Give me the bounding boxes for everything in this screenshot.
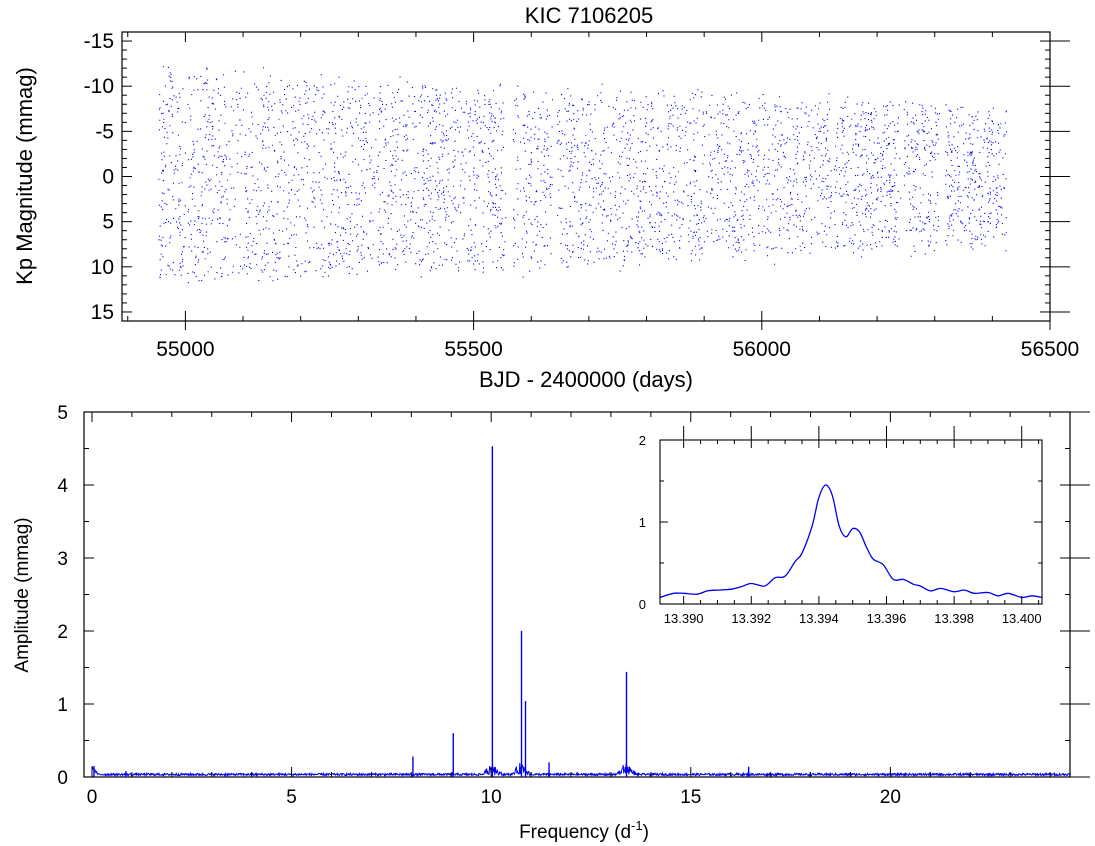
spectrum-x-tick-label: 10 xyxy=(481,787,502,808)
light-curve-panel: KIC 7106205 55000 55500 56000 56500 -15-10-… xyxy=(12,3,1079,392)
inset-x-tick-label: 13.396 xyxy=(867,611,907,626)
light-curve-x-tick-label: 56000 xyxy=(733,338,791,361)
light-curve-title: KIC 7106205 xyxy=(525,3,653,28)
inset-y-tick-label: 2 xyxy=(639,433,646,448)
spectrum-x-tick-label: 20 xyxy=(880,787,901,808)
light-curve-y-label: Kp Magnitude (mmag) xyxy=(12,67,37,285)
spectrum-y-tick-label: 3 xyxy=(57,549,68,570)
spectrum-x-tick-label: 0 xyxy=(87,787,98,808)
light-curve-y-tick-label: -15 xyxy=(84,30,114,53)
spectrum-x-tick-label: 15 xyxy=(680,787,701,808)
spectrum-y-label: Amplitude (mmag) xyxy=(12,517,33,672)
light-curve-x-tick-label: 56500 xyxy=(1021,338,1079,361)
spectrum-x-label: Frequency (d-1) xyxy=(519,818,649,843)
spectrum-y-tick-label: 0 xyxy=(57,768,68,789)
inset-x-tick-label: 13.390 xyxy=(664,611,704,626)
light-curve-y-tick-label: 10 xyxy=(91,256,114,279)
spectrum-x-tick-label: 5 xyxy=(286,787,297,808)
light-curve-x-tick-label: 55500 xyxy=(444,338,502,361)
light-curve-y-tick-label: -10 xyxy=(84,75,114,98)
light-curve-y-tick-label: 15 xyxy=(91,301,114,324)
light-curve-y-ticks: -15 -10 -5 0 5 10 15 xyxy=(84,30,1070,324)
spectrum-x-ticks: 0 5 10 15 20 xyxy=(87,412,1051,808)
inset-panel: 13.390 13.392 13.394 13.396 13.398 13.400 0 1 2 xyxy=(639,426,1043,626)
inset-x-tick-label: 13.392 xyxy=(731,611,771,626)
light-curve-scatter xyxy=(158,66,1008,284)
spectrum-y-ticks: 0 1 2 3 4 5 xyxy=(57,403,1090,789)
spectrum-peaks xyxy=(93,446,750,777)
light-curve-x-tick-label: 55000 xyxy=(156,338,214,361)
inset-x-tick-label: 13.400 xyxy=(1002,611,1042,626)
spectrum-y-tick-label: 2 xyxy=(57,622,68,643)
spectrum-y-tick-label: 1 xyxy=(57,695,68,716)
spectrum-x-label-sup: -1 xyxy=(631,818,643,833)
light-curve-y-tick-label: -5 xyxy=(95,120,114,143)
inset-x-tick-label: 13.394 xyxy=(799,611,839,626)
light-curve-y-tick-label: 0 xyxy=(102,166,114,189)
inset-background xyxy=(660,440,1042,604)
light-curve-x-ticks: 55000 55500 56000 56500 xyxy=(127,32,1079,361)
inset-y-tick-label: 0 xyxy=(639,597,646,612)
inset-x-ticks: 13.390 13.392 13.394 13.396 13.398 13.400 xyxy=(664,426,1042,626)
light-curve-x-label: BJD - 2400000 (days) xyxy=(479,367,693,392)
inset-y-tick-label: 1 xyxy=(639,515,646,530)
spectrum-x-label-main: Frequency (d xyxy=(519,822,631,843)
spectrum-y-tick-label: 5 xyxy=(57,403,68,424)
spectrum-noise xyxy=(91,762,1071,778)
inset-x-tick-label: 13.398 xyxy=(934,611,974,626)
light-curve-y-tick-label: 5 xyxy=(102,211,114,234)
inset-curve xyxy=(659,484,1043,599)
spectrum-y-tick-label: 4 xyxy=(57,476,68,497)
inset-y-ticks: 0 1 2 xyxy=(639,433,1042,612)
light-curve-frame xyxy=(121,31,1051,322)
light-curve-points xyxy=(158,66,1008,284)
spectrum-x-label-close: ) xyxy=(643,822,649,843)
